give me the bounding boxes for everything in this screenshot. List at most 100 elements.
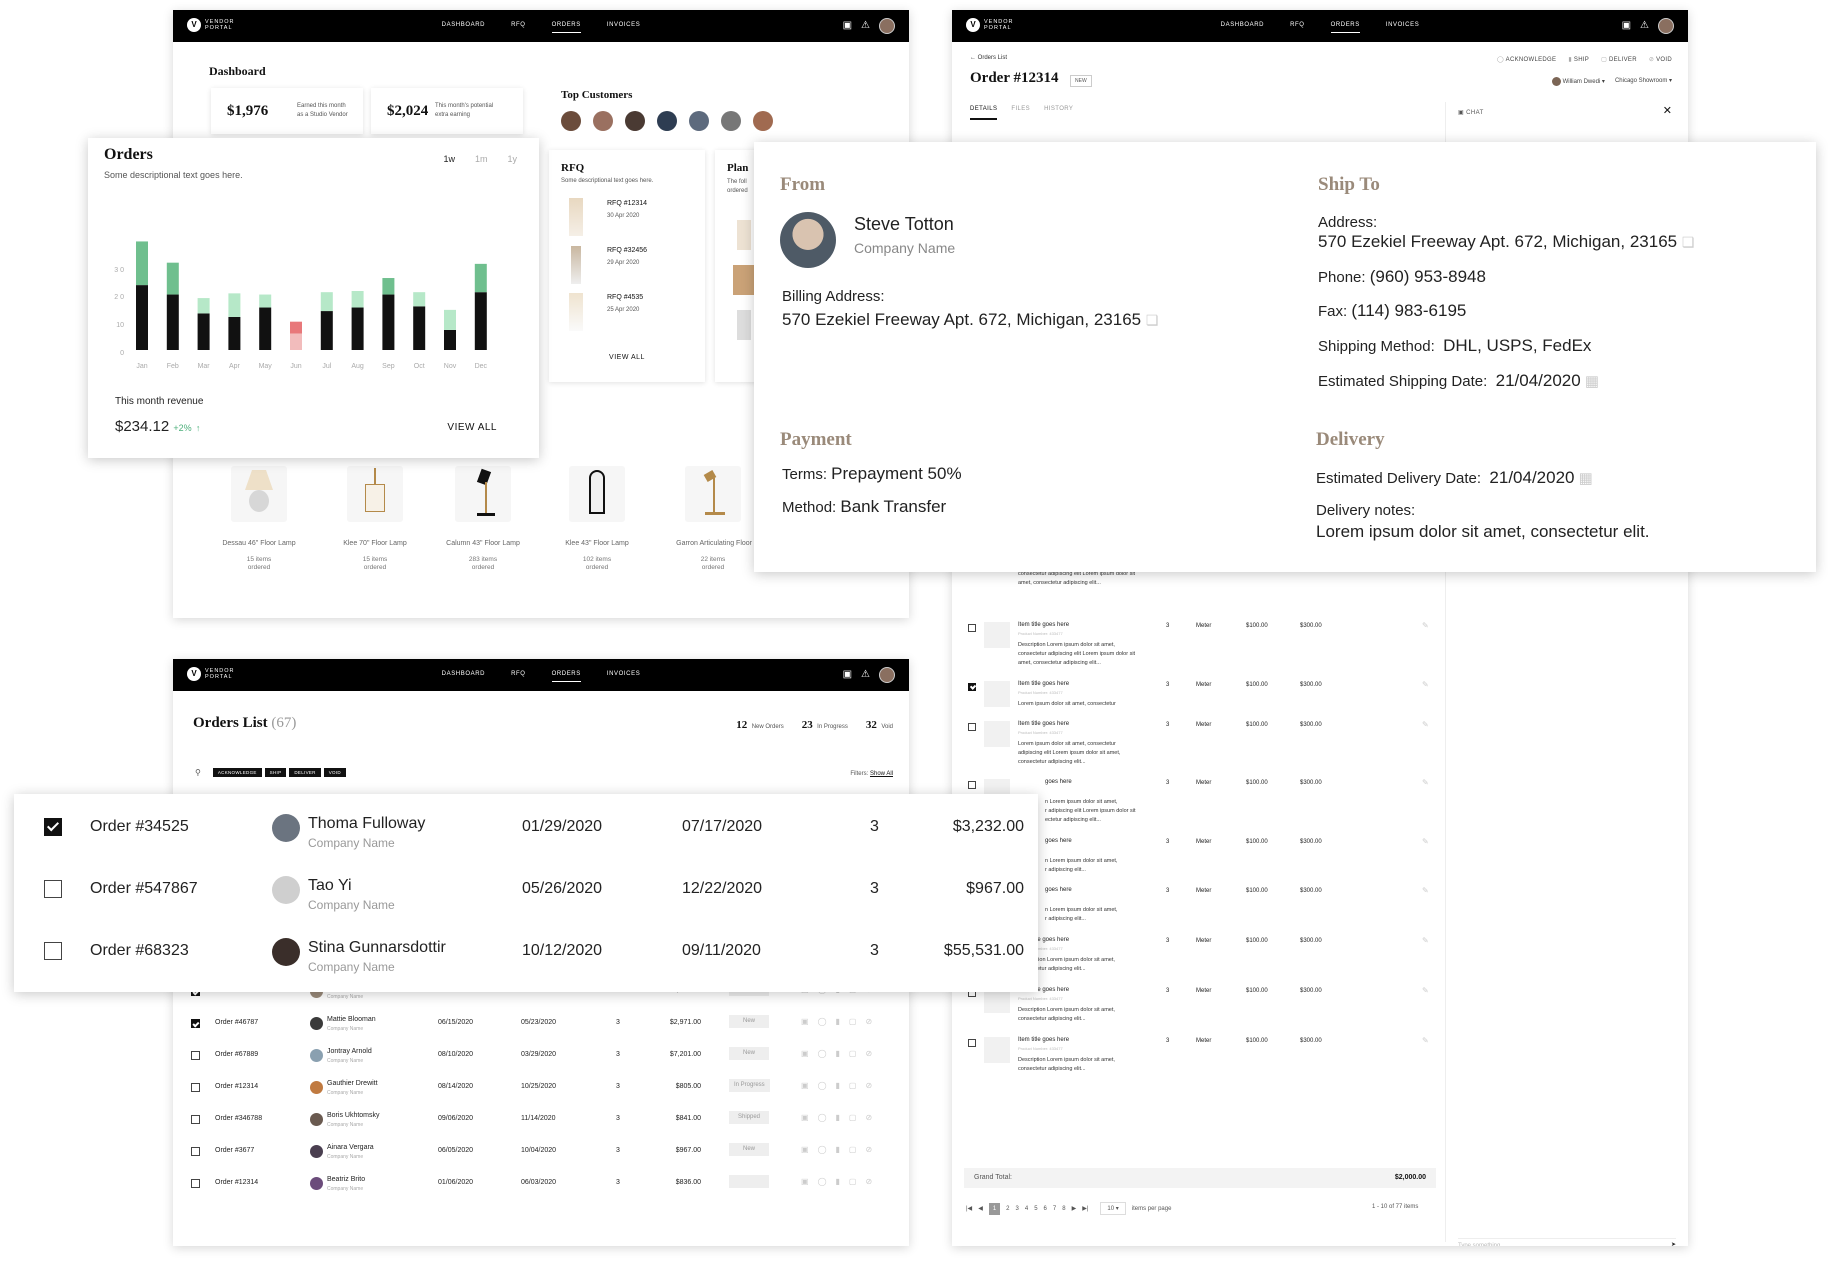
box-icon[interactable]: ▢ — [848, 1113, 857, 1122]
pencil-icon[interactable]: ✎ — [1422, 720, 1429, 729]
next-page-icon[interactable]: ▶ — [1071, 1206, 1077, 1212]
item-row[interactable]: Item title goes here Product Number: 4334… — [952, 621, 1444, 670]
chat-icon[interactable]: ▣ — [801, 1145, 809, 1154]
order-id[interactable]: Order #68323 — [90, 942, 189, 959]
truck-icon[interactable]: ▮ — [835, 1113, 840, 1122]
row-checkbox[interactable] — [968, 683, 976, 691]
pencil-icon[interactable]: ✎ — [1422, 986, 1429, 995]
acknowledge-button[interactable]: ◯ ACKNOWLEDGE — [1497, 57, 1557, 63]
chat-icon[interactable]: ▣ — [801, 1081, 809, 1090]
row-checkbox[interactable] — [191, 1019, 200, 1028]
avatar[interactable] — [753, 111, 773, 131]
check-circle-icon[interactable]: ◯ — [817, 1049, 827, 1058]
avatar[interactable] — [721, 111, 741, 131]
row-checkbox[interactable] — [44, 942, 62, 960]
order-id[interactable]: Order #3677 — [215, 1147, 255, 1154]
row-checkbox[interactable] — [44, 818, 62, 836]
order-id[interactable]: Order #346788 — [215, 1115, 263, 1122]
order-id[interactable]: Order #12314 — [215, 1083, 259, 1090]
copy-icon[interactable]: ❏ — [1681, 234, 1695, 250]
product-image[interactable] — [569, 466, 625, 522]
calendar-icon[interactable]: ▦ — [1584, 373, 1600, 390]
item-title[interactable]: Item title goes here — [1018, 721, 1070, 727]
filter-chip[interactable]: SHIP — [264, 768, 287, 777]
pencil-icon[interactable]: ✎ — [1422, 680, 1429, 689]
row-checkbox[interactable] — [191, 1147, 200, 1156]
pencil-icon[interactable]: ✎ — [1422, 886, 1429, 895]
pencil-icon[interactable]: ✎ — [1422, 778, 1429, 787]
page-button[interactable]: 8 — [1062, 1205, 1066, 1212]
box-icon[interactable]: ▢ — [848, 1177, 857, 1186]
page-button[interactable]: 2 — [1006, 1205, 1010, 1212]
page-button[interactable]: 1 — [988, 1202, 1001, 1215]
avatar[interactable] — [561, 111, 581, 131]
pencil-icon[interactable]: ✎ — [1422, 837, 1429, 846]
item-row[interactable]: Item title goes here Product Number: 4334… — [952, 680, 1444, 729]
search-icon[interactable]: ⚲ — [195, 768, 201, 777]
void-icon[interactable]: ⊘ — [865, 1049, 873, 1058]
table-row[interactable]: Order #68323 Stina Gunnarsdottir Company N… — [14, 932, 1038, 988]
product-image[interactable] — [347, 466, 403, 522]
chat-icon[interactable]: ▣ — [842, 20, 853, 31]
user-avatar[interactable] — [879, 18, 895, 34]
pencil-icon[interactable]: ✎ — [1422, 1036, 1429, 1045]
show-all-link[interactable]: Show All — [869, 771, 893, 777]
order-id[interactable]: Order #12314 — [215, 1179, 259, 1186]
page-button[interactable]: 3 — [1015, 1205, 1019, 1212]
row-checkbox[interactable] — [191, 1051, 200, 1060]
product-image[interactable] — [231, 466, 287, 522]
item-title[interactable]: Item title goes here — [1018, 937, 1070, 943]
row-checkbox[interactable] — [968, 723, 976, 731]
check-circle-icon[interactable]: ◯ — [817, 1017, 827, 1026]
item-row[interactable]: Item title goes here Product Number: 4334… — [952, 1036, 1444, 1085]
table-row[interactable]: Order #12314 Gauthier Drewitt Company Name… — [173, 1078, 909, 1108]
per-page-select[interactable]: 10 ▾ — [1100, 1202, 1126, 1215]
page-button[interactable]: 7 — [1052, 1205, 1057, 1212]
chat-icon[interactable]: ▣ — [842, 669, 853, 680]
bell-icon[interactable]: ⚠ — [861, 669, 870, 680]
avatar[interactable] — [625, 111, 645, 131]
order-id[interactable]: Order #67889 — [215, 1051, 259, 1058]
nav-rfq[interactable]: RFQ — [1290, 22, 1305, 28]
last-page-icon[interactable]: ▶| — [1082, 1206, 1089, 1212]
filter-chip[interactable]: VOID — [323, 768, 346, 777]
pencil-icon[interactable]: ✎ — [1422, 621, 1429, 630]
void-icon[interactable]: ⊘ — [865, 1081, 873, 1090]
nav-invoices[interactable]: INVOICES — [606, 671, 641, 677]
avatar[interactable] — [593, 111, 613, 131]
truck-icon[interactable]: ▮ — [835, 1017, 840, 1026]
copy-icon[interactable]: ❏ — [1145, 312, 1159, 328]
rfq-item-id[interactable]: RFQ #12314 — [607, 200, 648, 207]
first-page-icon[interactable]: |◀ — [966, 1206, 973, 1212]
avatar[interactable] — [657, 111, 677, 131]
nav-orders[interactable]: ORDERS — [551, 22, 581, 33]
nav-dashboard[interactable]: DASHBOARD — [1220, 22, 1265, 28]
avatar[interactable] — [689, 111, 709, 131]
chat-icon[interactable]: ▣ — [1621, 20, 1632, 31]
filter-chip[interactable]: DELIVER — [289, 768, 321, 777]
table-row[interactable]: Order #34525 Thoma Fulloway Company Name 01… — [14, 808, 1038, 864]
item-row[interactable]: Item title goes here Product Number: 4334… — [952, 986, 1444, 1035]
item-title[interactable]: goes here — [1045, 779, 1072, 785]
item-title[interactable]: Item title goes here — [1018, 622, 1070, 628]
row-checkbox[interactable] — [968, 781, 976, 789]
nav-dashboard[interactable]: DASHBOARD — [441, 22, 486, 28]
box-icon[interactable]: ▢ — [848, 1081, 857, 1090]
order-id[interactable]: Order #547867 — [90, 880, 198, 897]
close-chat-button[interactable]: ✕ — [1663, 104, 1672, 117]
view-all-link[interactable]: VIEW ALL — [447, 422, 497, 433]
calendar-icon[interactable]: ▦ — [1578, 470, 1593, 487]
row-checkbox[interactable] — [968, 624, 976, 632]
truck-icon[interactable]: ▮ — [835, 1145, 840, 1154]
chat-icon[interactable]: ▣ — [801, 1177, 809, 1186]
bell-icon[interactable]: ⚠ — [1640, 20, 1649, 31]
assignee-dropdown[interactable]: William Dwedi ▾ — [1551, 77, 1605, 86]
table-row[interactable]: Order #547867 Tao Yi Company Name 05/26/202… — [14, 870, 1038, 926]
void-icon[interactable]: ⊘ — [865, 1145, 873, 1154]
user-avatar[interactable] — [879, 667, 895, 683]
rfq-view-all-link[interactable]: VIEW ALL — [609, 354, 645, 361]
row-checkbox[interactable] — [968, 1039, 976, 1047]
nav-rfq[interactable]: RFQ — [511, 671, 526, 677]
row-checkbox[interactable] — [191, 1179, 200, 1188]
tab-details[interactable]: DETAILS — [970, 106, 998, 120]
